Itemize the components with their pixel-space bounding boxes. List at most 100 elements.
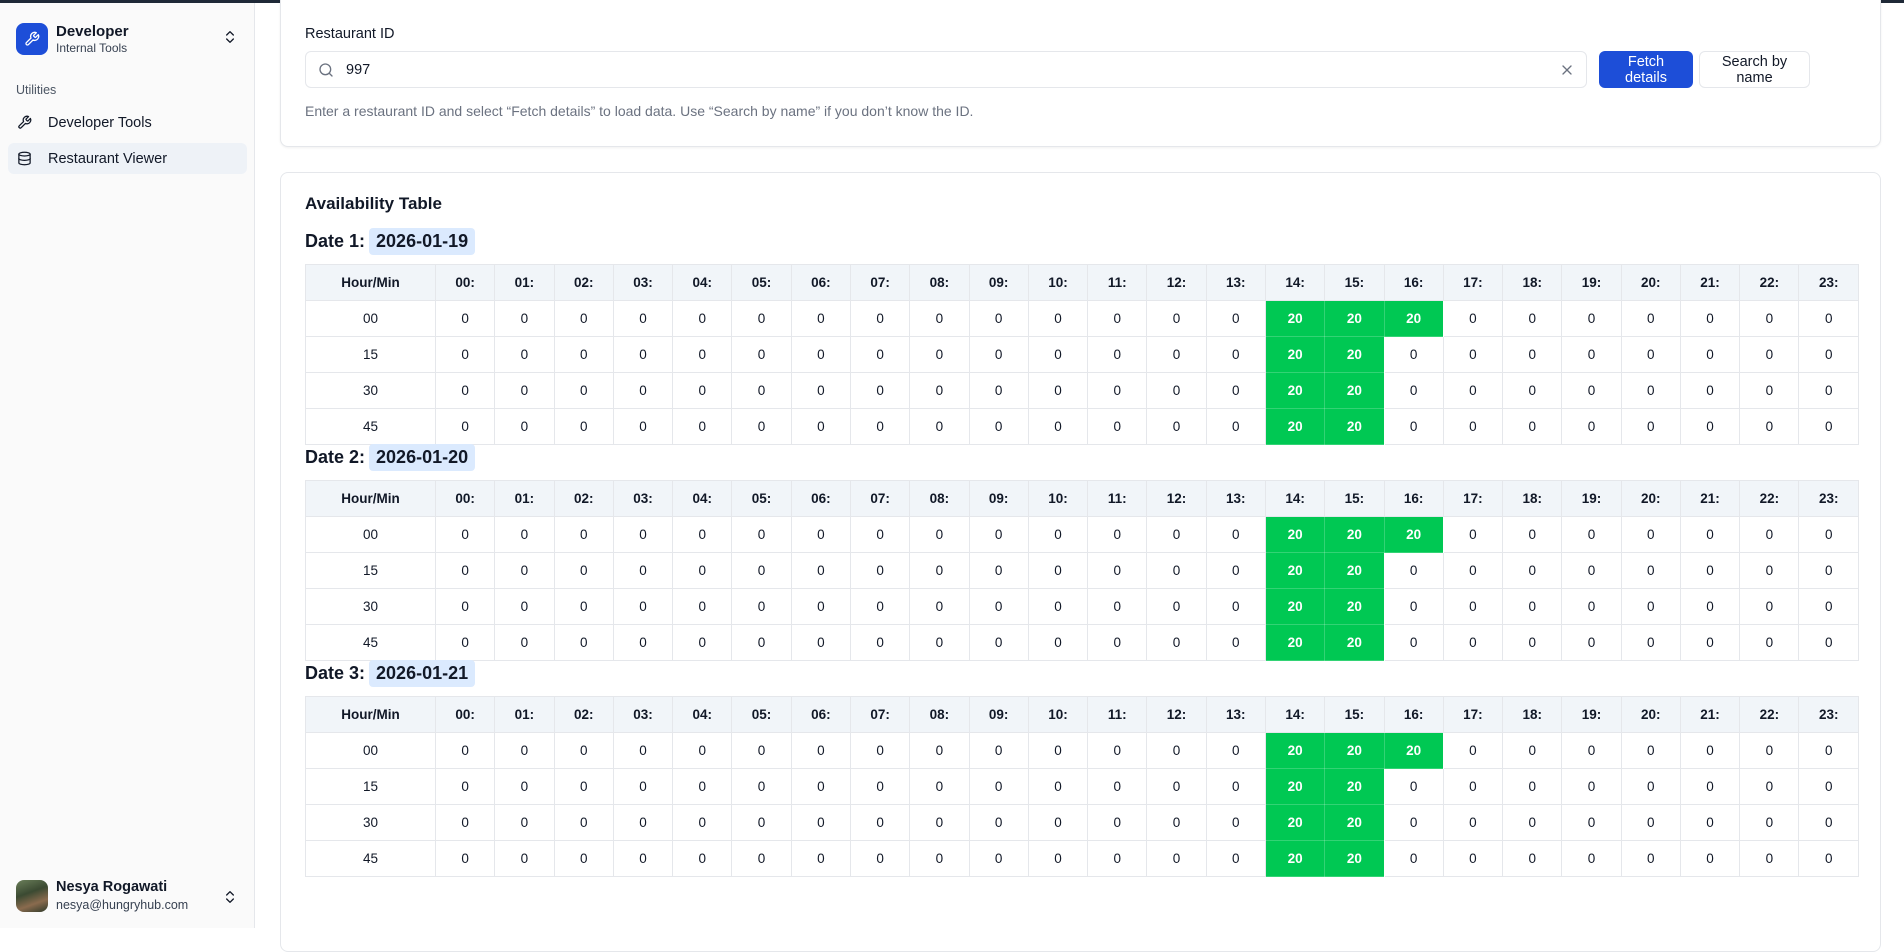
hour-column-header: 07: — [849, 264, 911, 301]
sidebar-item-restaurant-viewer[interactable]: Restaurant Viewer — [8, 143, 247, 174]
hour-column-header: 10: — [1027, 696, 1089, 733]
search-by-name-button[interactable]: Search by name — [1699, 51, 1810, 88]
availability-cell: 0 — [494, 516, 555, 553]
availability-cell: 0 — [1679, 408, 1741, 445]
availability-cell: 0 — [909, 408, 970, 445]
availability-cell: 0 — [553, 768, 614, 805]
availability-cell: 0 — [849, 732, 911, 769]
availability-cell: 0 — [790, 732, 851, 769]
availability-cell: 0 — [1798, 516, 1859, 553]
availability-cell: 0 — [553, 588, 614, 625]
hour-column-header: 11: — [1087, 696, 1148, 733]
close-icon[interactable] — [1559, 62, 1575, 78]
availability-cell: 0 — [1383, 804, 1444, 841]
hour-column-header: 06: — [790, 480, 851, 517]
hour-column-header: 06: — [790, 696, 851, 733]
availability-cell: 20 — [1324, 624, 1385, 661]
availability-cell: 0 — [1739, 588, 1800, 625]
search-icon — [319, 63, 333, 77]
hour-column-header: 05: — [731, 696, 792, 733]
availability-cell: 0 — [1502, 336, 1563, 373]
availability-cell: 0 — [909, 300, 970, 337]
availability-cell: 0 — [1087, 768, 1148, 805]
workspace-switcher[interactable]: Developer Internal Tools — [16, 21, 306, 57]
availability-cell: 0 — [849, 804, 911, 841]
availability-cell: 0 — [849, 516, 911, 553]
hour-column-header: 12: — [1146, 480, 1207, 517]
availability-cell: 0 — [434, 804, 496, 841]
availability-cell: 0 — [731, 408, 792, 445]
availability-cell: 0 — [1027, 408, 1089, 445]
availability-cell: 0 — [1146, 552, 1207, 589]
availability-cell: 0 — [434, 516, 496, 553]
availability-cell: 0 — [1739, 840, 1800, 877]
availability-cell: 0 — [968, 732, 1029, 769]
hour-column-header: 21: — [1679, 264, 1741, 301]
hour-column-header: 03: — [612, 696, 674, 733]
minute-row-header: 15 — [305, 336, 436, 373]
restaurant-id-field[interactable] — [305, 51, 1587, 88]
hour-column-header: 05: — [731, 480, 792, 517]
hour-column-header: 17: — [1442, 480, 1504, 517]
fetch-details-button[interactable]: Fetch details — [1599, 51, 1693, 88]
availability-cell: 0 — [553, 300, 614, 337]
availability-cell: 0 — [1146, 840, 1207, 877]
wrench-icon — [16, 115, 32, 131]
workspace-subtitle: Internal Tools — [56, 41, 128, 55]
availability-cell: 20 — [1324, 840, 1385, 877]
availability-cell: 20 — [1264, 624, 1326, 661]
availability-table: Hour/Min 00: 01: 02: 03: 04: 05: 06: 07: 08: 09: 10… — [305, 480, 1859, 661]
avatar — [16, 880, 48, 912]
availability-cell: 0 — [1442, 372, 1504, 409]
availability-cell: 0 — [1561, 300, 1622, 337]
minute-row-header: 45 — [305, 840, 436, 877]
availability-cell: 0 — [731, 804, 792, 841]
availability-cell: 0 — [1679, 768, 1741, 805]
availability-cell: 0 — [1383, 552, 1444, 589]
availability-cell: 0 — [1620, 552, 1681, 589]
hour-column-header: 19: — [1561, 264, 1622, 301]
availability-cell: 0 — [1561, 732, 1622, 769]
availability-cell: 20 — [1324, 408, 1385, 445]
availability-cell: 0 — [1087, 300, 1148, 337]
availability-cell: 0 — [672, 300, 733, 337]
availability-cell: 0 — [553, 732, 614, 769]
availability-cell: 0 — [1502, 408, 1563, 445]
availability-cell: 0 — [1383, 588, 1444, 625]
availability-cell: 0 — [909, 372, 970, 409]
hour-column-header: 00: — [434, 696, 496, 733]
availability-cell: 20 — [1324, 732, 1385, 769]
user-menu[interactable]: Nesya Rogawati nesya@hungryhub.com — [16, 879, 246, 915]
lookup-card: Restaurant ID Fetch details Search by na… — [280, 0, 1881, 147]
hour-column-header: 15: — [1324, 696, 1385, 733]
availability-cell: 0 — [1620, 804, 1681, 841]
availability-cell: 0 — [731, 768, 792, 805]
sidebar-item-label: Restaurant Viewer — [48, 150, 168, 167]
availability-cell: 0 — [790, 804, 851, 841]
availability-cell: 0 — [968, 408, 1029, 445]
availability-cell: 0 — [494, 804, 555, 841]
availability-cell: 0 — [612, 732, 674, 769]
availability-cell: 0 — [1027, 768, 1089, 805]
availability-cell: 0 — [1798, 732, 1859, 769]
date-value-badge: 2026-01-20 — [369, 443, 476, 471]
availability-cell: 0 — [553, 372, 614, 409]
availability-cell: 0 — [1739, 624, 1800, 661]
date-label: Date 2: — [305, 446, 366, 467]
availability-cell: 0 — [968, 588, 1029, 625]
hour-column-header: 17: — [1442, 696, 1504, 733]
sidebar-item-developer-tools[interactable]: Developer Tools — [8, 107, 247, 138]
restaurant-id-input[interactable] — [346, 53, 1526, 86]
hour-column-header: 09: — [968, 480, 1029, 517]
availability-cell: 0 — [494, 732, 555, 769]
hour-column-header: 20: — [1620, 696, 1681, 733]
availability-cell: 0 — [1620, 300, 1681, 337]
availability-cell: 0 — [1739, 804, 1800, 841]
table-row: 00 0 0 0 0 0 0 0 0 0 0 0 0 0 0 20 20 20 0 0 0 0 0 0 0 — [305, 300, 1859, 337]
hour-column-header: 02: — [553, 264, 614, 301]
availability-cell: 0 — [1679, 840, 1741, 877]
table-row: 30 0 0 0 0 0 0 0 0 0 0 0 0 0 0 20 20 0 0 0 0 0 0 0 0 — [305, 372, 1859, 409]
availability-cell: 20 — [1264, 732, 1326, 769]
availability-cell: 0 — [1561, 840, 1622, 877]
hour-column-header: 00: — [434, 264, 496, 301]
